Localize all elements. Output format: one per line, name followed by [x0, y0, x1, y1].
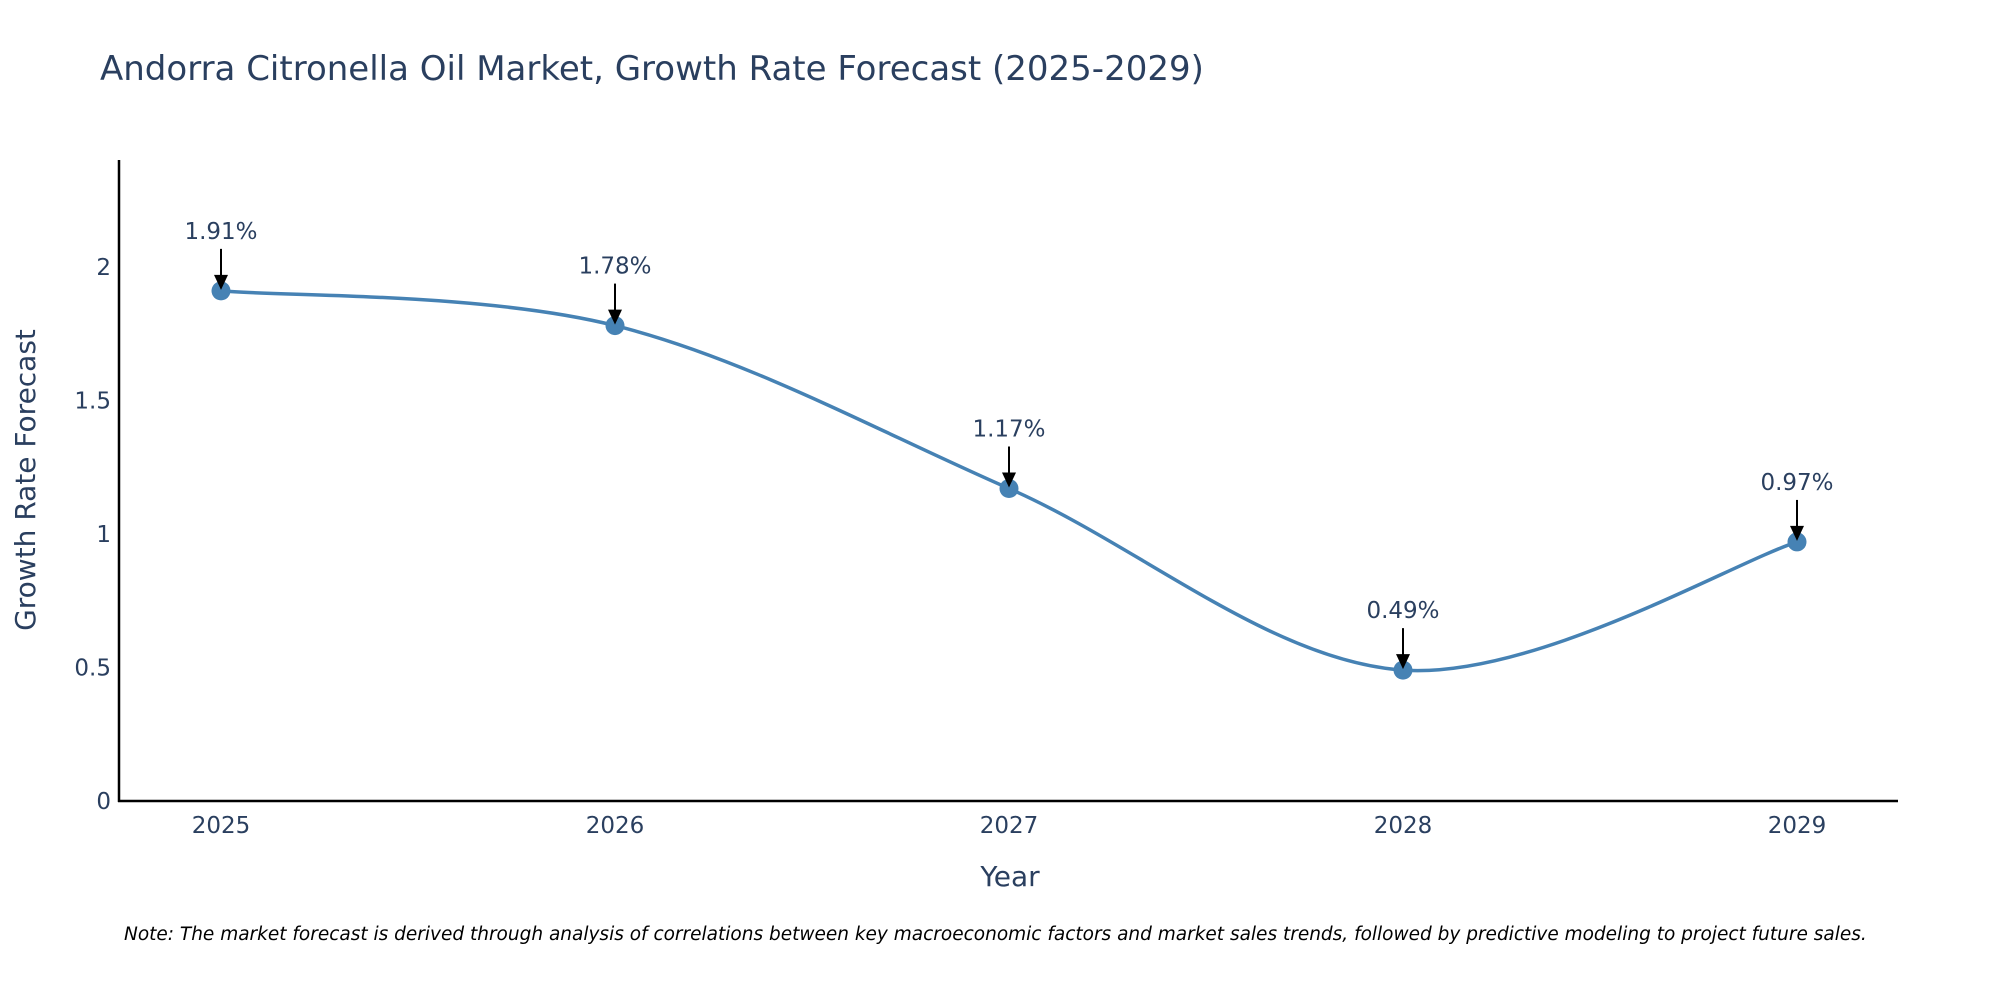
annotation-arrowhead	[1790, 525, 1804, 541]
y-tick-label: 2	[96, 255, 111, 281]
y-tick-label: 1.5	[74, 388, 111, 414]
annotation-arrowhead	[1396, 654, 1410, 670]
y-tick-label: 0.5	[74, 655, 111, 681]
chart-title: Andorra Citronella Oil Market, Growth Ra…	[100, 49, 1204, 89]
data-annotations: 1.91% 1.78% 1.17% 0.49% 0.97%	[184, 219, 1834, 670]
x-tick-label: 2025	[192, 813, 251, 839]
data-point	[999, 479, 1019, 499]
x-axis-title: Year	[979, 860, 1040, 893]
data-point	[211, 281, 231, 301]
annotation-arrowhead	[214, 274, 228, 290]
axes	[117, 160, 1898, 803]
data-point	[1787, 532, 1807, 552]
data-point	[605, 316, 625, 336]
data-label: 1.91%	[184, 219, 257, 245]
x-tick-label: 2028	[1374, 813, 1433, 839]
data-label: 0.97%	[1760, 470, 1833, 496]
series-growth-rate	[211, 281, 1807, 680]
x-tick-label: 2027	[980, 813, 1039, 839]
data-point	[1393, 660, 1413, 680]
y-axis-ticks: 0 0.5 1 1.5 2	[74, 255, 111, 815]
annotation-arrowhead	[608, 309, 622, 325]
data-label: 1.78%	[578, 254, 651, 280]
data-label: 0.49%	[1366, 598, 1439, 624]
y-tick-label: 1	[96, 522, 111, 548]
x-tick-label: 2029	[1768, 813, 1827, 839]
annotation-arrowhead	[1002, 472, 1016, 488]
y-tick-label: 0	[96, 789, 111, 815]
footnote: Note: The market forecast is derived thr…	[124, 924, 1867, 945]
x-tick-label: 2026	[586, 813, 645, 839]
x-axis-ticks: 2025 2026 2027 2028 2029	[192, 813, 1827, 839]
y-axis-title: Growth Rate Forecast	[9, 329, 42, 631]
data-label: 1.17%	[972, 417, 1045, 443]
